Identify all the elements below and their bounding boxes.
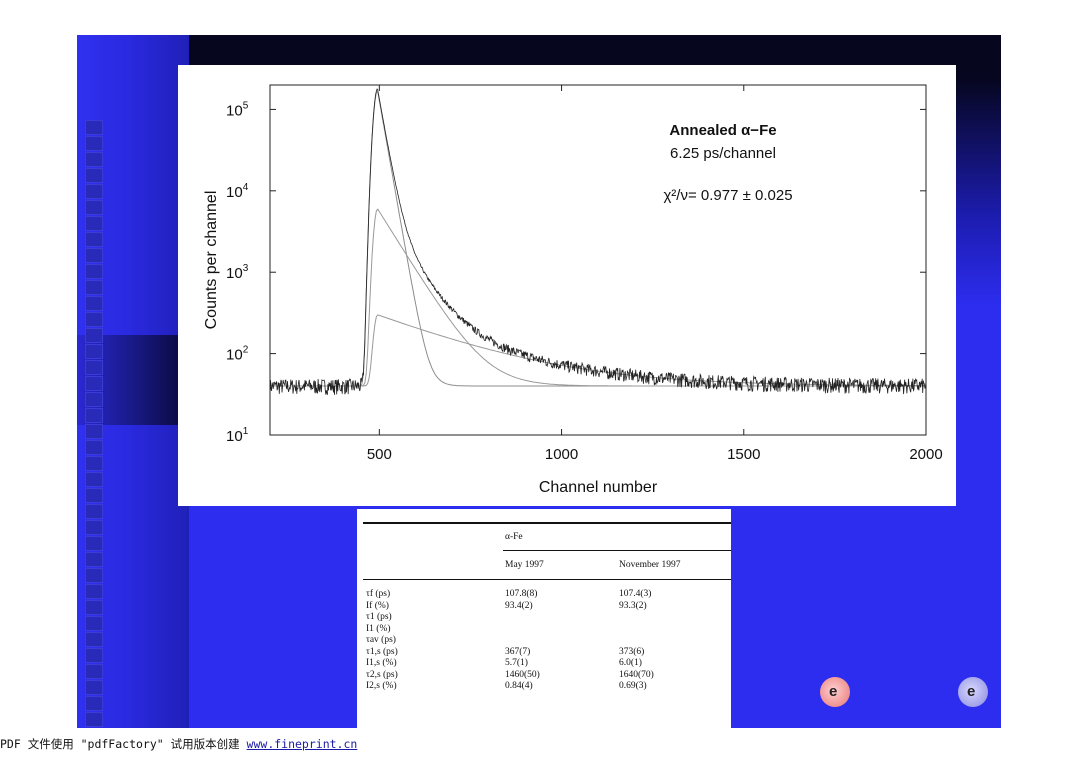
table-cell: 367(7) (505, 646, 531, 657)
decorative-square (85, 232, 103, 247)
decorative-square (85, 456, 103, 471)
table-cell: 0.84(4) (505, 681, 533, 691)
plot-frame (269, 84, 927, 436)
next-slide-icon: e (967, 683, 976, 700)
decorative-square (85, 488, 103, 503)
right-dark-band (952, 77, 1001, 307)
x-tick-label: 1500 (727, 446, 760, 463)
decorative-square (85, 680, 103, 695)
decorative-square (85, 264, 103, 279)
table-cell: 107.8(8) (505, 589, 538, 599)
y-tick-label: 104 (226, 182, 249, 201)
chart-title: Annealed α−Fe (669, 122, 776, 139)
decorative-square (85, 600, 103, 615)
decorative-square (85, 136, 103, 151)
footer-link[interactable]: www.fineprint.cn (246, 737, 358, 751)
decorative-square (85, 520, 103, 535)
decorative-square (85, 424, 103, 439)
decorative-square (85, 616, 103, 631)
decorative-square (85, 696, 103, 711)
decorative-square (85, 584, 103, 599)
x-axis-label: Channel number (539, 479, 658, 496)
table-row-label: τav (ps) (366, 635, 396, 645)
table-cell: 5.7(1) (505, 658, 528, 668)
y-tick-label: 102 (226, 345, 249, 364)
decorative-square (85, 360, 103, 375)
chart-panel: 101 102 103 104 105 500 1000 1500 2000 Channel … (178, 65, 956, 506)
y-tick-label: 101 (226, 426, 249, 445)
lifetime-spectrum-chart: 101 102 103 104 105 500 1000 1500 2000 Channel … (203, 84, 943, 496)
pdf-footer: PDF 文件使用 "pdfFactory" 试用版本创建 www.finepri… (0, 736, 357, 752)
decorative-square (85, 552, 103, 567)
decorative-square (85, 376, 103, 391)
decorative-square (85, 200, 103, 215)
table-cell: 6.0(1) (619, 658, 642, 668)
table-row-label: I1 (%) (366, 623, 391, 634)
y-tick-label: 105 (226, 100, 249, 119)
table-row-label: I2,s (%) (366, 681, 397, 691)
x-tick-label: 500 (367, 446, 392, 463)
decorative-square (85, 296, 103, 311)
decorative-square (85, 248, 103, 263)
decorative-square (85, 632, 103, 647)
table-cell: 1460(50) (505, 669, 540, 680)
decorative-square (85, 280, 103, 295)
results-table: α-Fe May 1997 November 1997 τf (ps) 107.8… (357, 509, 731, 728)
decorative-square (85, 712, 103, 727)
table-cell: 93.3(2) (619, 600, 647, 611)
table-row-label: τf (ps) (366, 589, 391, 599)
table-row-label: τ2,s (ps) (366, 669, 398, 680)
decorative-square (85, 536, 103, 551)
prev-slide-button[interactable]: e (820, 677, 850, 707)
decorative-square (85, 408, 103, 423)
decorative-square (85, 312, 103, 327)
decorative-square (85, 184, 103, 199)
decorative-square (85, 440, 103, 455)
table-mid-rule (503, 550, 731, 551)
table-row-label: I1,s (%) (366, 658, 397, 668)
table-cell: 0.69(3) (619, 681, 647, 691)
table-row-label: τ1 (ps) (366, 612, 392, 622)
table-col-november: November 1997 (619, 560, 681, 570)
decorative-square (85, 504, 103, 519)
decorative-square (85, 648, 103, 663)
decorative-square (85, 344, 103, 359)
decorative-square (85, 568, 103, 583)
table-row-label: If (%) (366, 600, 389, 611)
y-tick-label: 103 (226, 263, 249, 282)
decorative-square (85, 152, 103, 167)
decorative-square (85, 664, 103, 679)
prev-slide-icon: e (829, 683, 838, 700)
table-top-rule (363, 522, 731, 524)
table-col-may: May 1997 (505, 560, 544, 570)
table-cell: 1640(70) (619, 669, 654, 680)
next-slide-button[interactable]: e (958, 677, 988, 707)
measured-spectrum (269, 88, 927, 395)
table-cell: 373(6) (619, 646, 645, 657)
table-cell: 107.4(3) (619, 589, 652, 599)
footer-text: PDF 文件使用 "pdfFactory" 试用版本创建 (0, 737, 247, 751)
decorative-square (85, 472, 103, 487)
table-cell: 93.4(2) (505, 600, 533, 611)
decorative-square (85, 168, 103, 183)
chart-subtitle: 6.25 ps/channel (670, 145, 776, 162)
table-row-label: τ1,s (ps) (366, 646, 398, 657)
decorative-square (85, 216, 103, 231)
y-axis-label: Counts per channel (203, 191, 220, 330)
decorative-square (85, 392, 103, 407)
table-header-rule (363, 579, 731, 580)
table-group-header: α-Fe (505, 532, 523, 542)
decorative-square (85, 120, 103, 135)
x-tick-label: 1000 (545, 446, 578, 463)
x-tick-label: 2000 (909, 446, 942, 463)
decorative-square (85, 328, 103, 343)
chi-square-annotation: χ²/ν= 0.977 ± 0.025 (663, 187, 792, 204)
